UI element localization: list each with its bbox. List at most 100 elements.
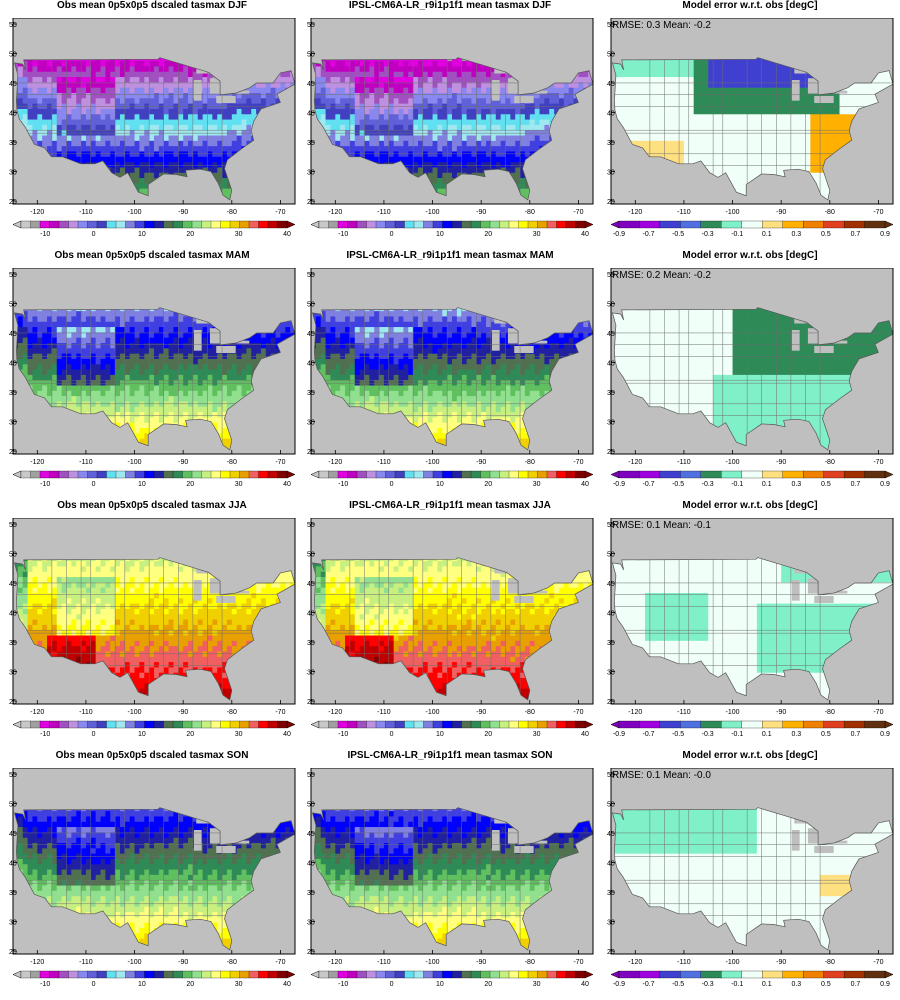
colorbar-swatch xyxy=(782,220,804,229)
y-tick-label: 30 xyxy=(607,920,615,927)
lake-mask xyxy=(233,340,250,344)
map-frame xyxy=(310,18,594,205)
colorbar-swatch xyxy=(556,220,567,229)
x-tick-label: -70 xyxy=(873,459,883,466)
x-tick-label: -70 xyxy=(275,459,285,466)
colorbar: -10 0 10 20 30 40 xyxy=(310,970,594,988)
x-tick-label: -100 xyxy=(726,709,740,716)
colorbar-swatch xyxy=(782,720,804,729)
stats-label: RMSE: 0.1 Mean: -0.0 xyxy=(612,770,711,781)
colorbar-label: -10 xyxy=(338,481,348,488)
colorbar-label: -0.5 xyxy=(672,481,684,488)
colorbar-label: 40 xyxy=(283,231,291,238)
colorbar-swatch xyxy=(864,970,886,979)
colorbar-swatch xyxy=(413,720,424,729)
y-tick-label: 30 xyxy=(307,920,315,927)
colorbar-swatch xyxy=(337,970,348,979)
x-tick-label: -80 xyxy=(825,709,835,716)
panel-obs-son: Obs mean 0p5x0p5 dscaled tasmax SON 55 50 4… xyxy=(8,750,296,998)
colorbar-swatch xyxy=(258,720,269,729)
colorbar-swatch xyxy=(318,720,329,729)
colorbar-swatch xyxy=(68,720,79,729)
colorbar-swatch xyxy=(802,970,825,979)
colorbar-swatch xyxy=(480,970,491,979)
colorbar-swatch xyxy=(639,720,661,729)
colorbar-label: -10 xyxy=(40,731,50,738)
lake-mask xyxy=(216,95,236,104)
colorbar-swatch xyxy=(258,220,269,229)
colorbar-swatch xyxy=(762,720,784,729)
map-frame xyxy=(12,268,296,455)
colorbar-label: 0.5 xyxy=(821,481,831,488)
x-tick-label: -90 xyxy=(776,459,786,466)
stats-label: RMSE: 0.3 Mean: -0.2 xyxy=(612,20,711,31)
y-tick-label: 40 xyxy=(307,860,315,867)
y-tick-label: 50 xyxy=(607,801,615,808)
colorbar-swatch xyxy=(125,220,136,229)
colorbar-swatch xyxy=(87,220,98,229)
panel-model-djf: IPSL-CM6A-LR_r9i1p1f1 mean tasmax DJF 55 5… xyxy=(306,0,594,248)
x-tick-label: -80 xyxy=(525,459,535,466)
y-tick-label: 55 xyxy=(607,522,615,529)
colorbar-label: 20 xyxy=(484,731,492,738)
colorbar-label: 10 xyxy=(138,231,146,238)
colorbar-swatch xyxy=(153,470,164,479)
colorbar-swatch xyxy=(404,220,415,229)
y-tick-label: 55 xyxy=(607,772,615,779)
y-tick-label: 50 xyxy=(307,301,315,308)
colorbar-swatch xyxy=(451,220,462,229)
colorbar-label: 30 xyxy=(533,231,541,238)
y-tick-label: 30 xyxy=(9,920,17,927)
x-tick-label: -100 xyxy=(128,709,142,716)
colorbar-swatch xyxy=(347,970,358,979)
colorbar-swatch xyxy=(39,970,50,979)
colorbar-label: -0.9 xyxy=(613,481,625,488)
x-tick-label: -70 xyxy=(873,709,883,716)
y-tick-label: 50 xyxy=(9,801,17,808)
colorbar-swatch xyxy=(239,720,250,729)
x-tick-label: -90 xyxy=(476,709,486,716)
colorbar-label: 0 xyxy=(92,981,96,988)
colorbar: -10 0 10 20 30 40 xyxy=(310,470,594,488)
colorbar-swatch xyxy=(442,470,453,479)
colorbar-swatch xyxy=(366,470,377,479)
colorbar-swatch xyxy=(499,470,510,479)
colorbar-swatch xyxy=(432,720,443,729)
x-tick-label: -110 xyxy=(79,709,93,716)
colorbar-swatch xyxy=(220,970,231,979)
y-tick-label: 45 xyxy=(607,831,615,838)
panel-title: IPSL-CM6A-LR_r9i1p1f1 mean tasmax SON xyxy=(306,750,594,761)
panel-error-djf: Model error w.r.t. obs [degC] RMSE: 0.3 M… xyxy=(606,0,894,248)
colorbar-swatch xyxy=(843,220,865,229)
y-tick-label: 40 xyxy=(607,110,615,117)
colorbar-swatch xyxy=(182,470,193,479)
colorbar-label: -0.1 xyxy=(731,981,743,988)
colorbar-swatch xyxy=(337,720,348,729)
y-tick-label: 55 xyxy=(307,772,315,779)
colorbar-swatch xyxy=(134,470,145,479)
colorbar-arrow-high xyxy=(884,720,894,729)
colorbar-label: -0.1 xyxy=(731,731,743,738)
colorbar-arrow-low xyxy=(310,470,320,479)
y-tick-label: 25 xyxy=(9,449,17,456)
colorbar-swatch xyxy=(172,970,183,979)
colorbar-swatch xyxy=(172,720,183,729)
colorbar-swatch xyxy=(366,970,377,979)
colorbar-swatch xyxy=(489,970,500,979)
colorbar-label: 40 xyxy=(283,981,291,988)
lake-mask xyxy=(491,330,500,351)
colorbar-label: 0.3 xyxy=(791,981,801,988)
colorbar-label: 40 xyxy=(581,731,589,738)
y-tick-label: 35 xyxy=(607,390,615,397)
colorbar-swatch xyxy=(480,720,491,729)
colorbar-swatch xyxy=(39,220,50,229)
lake-mask xyxy=(193,580,202,601)
x-tick-label: -90 xyxy=(178,959,188,966)
colorbar-label: 20 xyxy=(186,231,194,238)
colorbar-label: -0.1 xyxy=(731,231,743,238)
colorbar-swatch xyxy=(700,970,722,979)
conus-outline xyxy=(14,807,296,951)
colorbar-swatch xyxy=(556,970,567,979)
colorbar-swatch xyxy=(328,220,339,229)
panel-title: Model error w.r.t. obs [degC] xyxy=(606,750,894,761)
